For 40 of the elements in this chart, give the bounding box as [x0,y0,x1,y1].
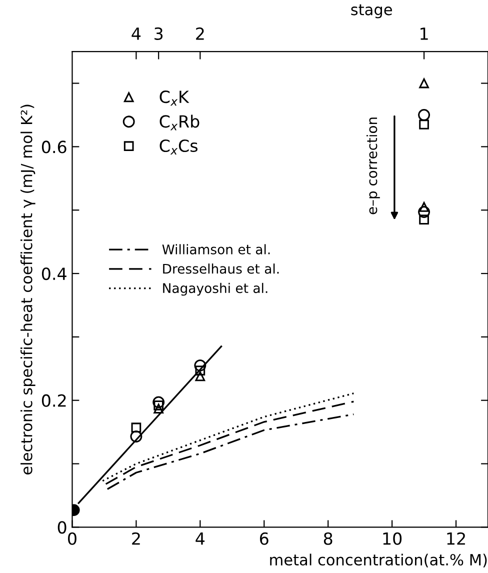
legend-label: Nagayoshi et al. [163,282,268,296]
point [419,120,429,130]
point [419,214,429,225]
y-tick-label: 0.4 [42,267,66,280]
legend-label: C$_{x}$Cs [160,139,198,155]
point [418,109,430,121]
point [130,430,142,442]
annotation: e–p correction [366,118,380,214]
text: 2 [196,27,204,40]
point [419,78,429,88]
x-tick-label: 6 [260,532,268,545]
legend-label: C$_{x}$Rb [160,114,200,130]
line-series [106,413,355,490]
text: 1 [420,28,428,40]
y-tick-label: 0 [58,521,66,534]
legend-label: Dresselhaus et al. [163,264,279,274]
y-tick-label: 0.6 [42,140,66,154]
x-tick-label: 0 [68,532,76,545]
point [418,206,430,218]
point [152,396,165,408]
x-tick-label: 4 [196,532,205,545]
point [195,366,206,376]
x-tick-label: 2 [132,532,140,545]
point [131,422,142,433]
x-tick-label: 10 [383,532,402,545]
point [154,404,164,414]
legend-label: C$_{x}$K [160,90,190,106]
point [195,371,206,382]
x-tick-label: 8 [324,532,332,545]
x-axis-title: metal concentration(at.% M) [270,554,487,568]
text: 4 [132,28,141,40]
point [194,359,206,372]
y-axis-title: electronic specific-heat coefficient γ (mJ/ mol K²) [20,104,36,474]
x-tick-label: 12 [447,532,465,545]
y-tick-label: 0.2 [42,394,66,407]
legend-label: Williamson et al. [162,244,270,254]
x2-axis-title: stage [351,4,392,18]
point [419,202,429,212]
point [154,400,164,410]
text: 3 [154,27,163,40]
